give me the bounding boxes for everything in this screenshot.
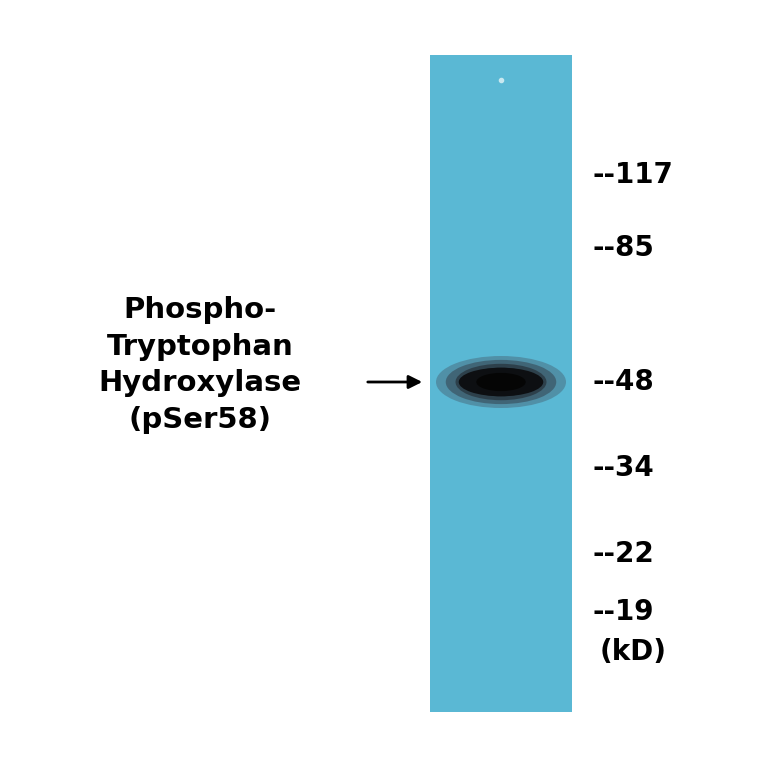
Ellipse shape — [484, 375, 517, 389]
Bar — [430, 55, 572, 712]
Ellipse shape — [436, 356, 566, 408]
Text: --117: --117 — [592, 161, 673, 189]
Ellipse shape — [458, 367, 543, 397]
Ellipse shape — [455, 364, 546, 400]
Text: --34: --34 — [592, 454, 654, 482]
Ellipse shape — [476, 373, 526, 391]
Ellipse shape — [475, 371, 527, 393]
Text: --22: --22 — [592, 540, 654, 568]
Ellipse shape — [445, 360, 556, 404]
Text: Phospho-
Tryptophan
Hydroxylase
(pSer58): Phospho- Tryptophan Hydroxylase (pSer58) — [99, 296, 302, 434]
Text: --85: --85 — [592, 234, 654, 262]
Text: --48: --48 — [592, 368, 654, 396]
Text: (kD): (kD) — [600, 638, 667, 666]
Ellipse shape — [465, 367, 537, 397]
Text: --19: --19 — [592, 598, 653, 626]
